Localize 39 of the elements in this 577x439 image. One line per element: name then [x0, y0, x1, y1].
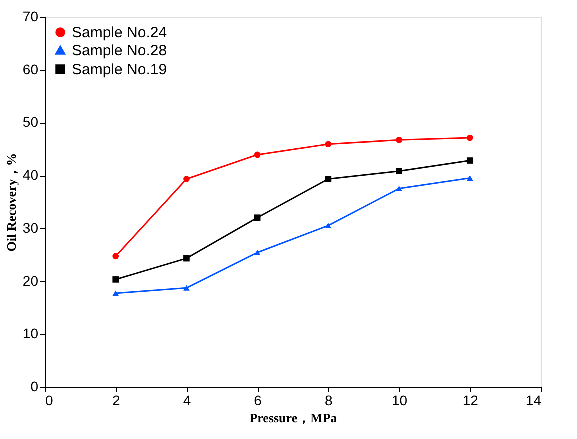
point — [325, 176, 332, 182]
y-tick-label: 30 — [22, 220, 39, 236]
legend-label: Sample No.28 — [72, 42, 168, 60]
x-tick-label: 4 — [183, 392, 192, 408]
x-tick-label: 12 — [462, 392, 479, 408]
point — [112, 253, 120, 260]
y-tick-label: 50 — [22, 114, 39, 130]
point — [466, 158, 474, 164]
point — [184, 176, 190, 182]
point — [325, 141, 332, 148]
point — [254, 250, 261, 256]
y-tick-label: 70 — [22, 8, 39, 24]
y-tick-label: 60 — [22, 61, 39, 78]
legend-label: Sample No.24 — [72, 24, 168, 42]
point — [396, 137, 402, 144]
y-tick-label: 20 — [22, 272, 39, 289]
point — [184, 285, 190, 291]
y-tick-label: 40 — [22, 167, 39, 184]
point — [254, 214, 261, 222]
x-axis-title: Pressure，MPa — [250, 410, 338, 426]
point — [466, 175, 474, 181]
point — [325, 223, 332, 229]
x-tick-label: 2 — [112, 392, 120, 408]
point — [396, 168, 402, 175]
y-tick-label: 10 — [22, 326, 39, 342]
point — [396, 186, 402, 192]
x-tick-label: 6 — [254, 392, 262, 408]
point — [254, 152, 261, 158]
y-tick-label: 0 — [30, 378, 39, 394]
x-tick-label: 8 — [325, 392, 334, 408]
point — [112, 290, 120, 296]
point — [184, 255, 190, 262]
y-axis-title: Oil Recovery，% — [4, 153, 19, 252]
legend-label: Sample No.19 — [72, 62, 168, 78]
x-tick-label: 10 — [392, 392, 408, 408]
point — [112, 276, 120, 283]
x-tick-label: 14 — [526, 392, 542, 408]
x-tick-label: 0 — [46, 392, 54, 408]
point — [466, 134, 474, 142]
